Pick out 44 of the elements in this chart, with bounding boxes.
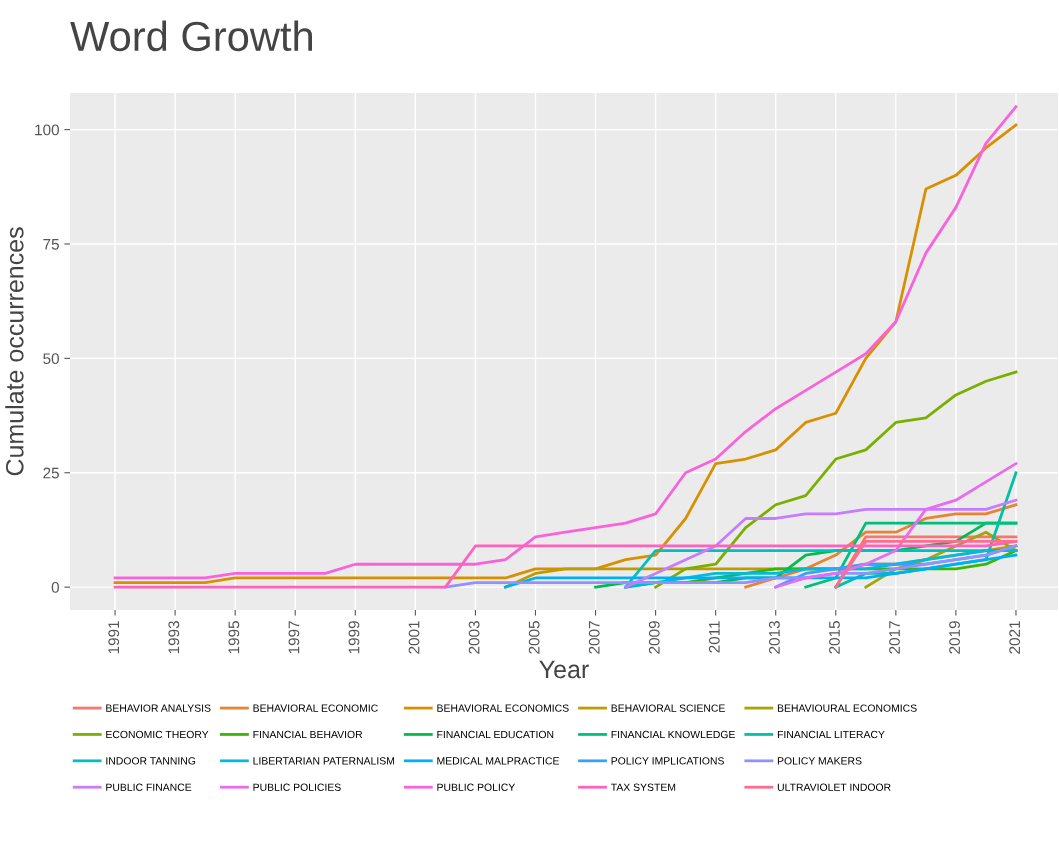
legend-label: BEHAVIOURAL ECONOMICS xyxy=(777,704,917,712)
legend-label: TAX SYSTEM xyxy=(610,783,676,791)
x-tick-label: 2007 xyxy=(588,621,600,654)
legend-label: ECONOMIC THEORY xyxy=(106,730,209,739)
x-axis-title: Year xyxy=(539,660,589,679)
x-tick-label: 2017 xyxy=(889,621,900,654)
legend-label: BEHAVIORAL ECONOMICS xyxy=(437,704,569,712)
x-tick-label: 1999 xyxy=(348,621,360,654)
y-tick-label: 100 xyxy=(35,124,59,136)
x-tick-label: 2003 xyxy=(468,621,480,654)
x-tick-label: 2021 xyxy=(1009,621,1021,654)
legend-label: PUBLIC POLICY xyxy=(437,783,516,791)
legend-label: FINANCIAL BEHAVIOR xyxy=(253,730,363,739)
legend-label: INDOOR TANNING xyxy=(106,757,196,765)
y-tick-label: 25 xyxy=(43,467,59,479)
legend-label: FINANCIAL EDUCATION xyxy=(437,730,554,739)
x-tick-label: 2009 xyxy=(648,621,660,654)
y-tick-label: 75 xyxy=(43,239,59,250)
x-tick-label: 2011 xyxy=(708,621,720,653)
x-tick-label: 1993 xyxy=(168,621,180,654)
x-tick-label: 2019 xyxy=(949,621,960,654)
legend-label: POLICY MAKERS xyxy=(777,757,862,765)
x-tick-label: 2005 xyxy=(528,621,540,654)
x-tick-label: 1995 xyxy=(228,621,240,654)
y-tick-label: 0 xyxy=(51,581,59,593)
x-tick-label: 2001 xyxy=(408,621,420,654)
legend-label: BEHAVIOR ANALYSIS xyxy=(106,704,211,712)
x-tick-label: 1991 xyxy=(108,621,120,654)
legend-label: PUBLIC FINANCE xyxy=(106,783,192,791)
legend-label: POLICY IMPLICATIONS xyxy=(611,757,724,765)
legend-label: LIBERTARIAN PATERNALISM xyxy=(253,757,395,765)
x-tick-label: 2013 xyxy=(769,621,780,654)
legend-label: BEHAVIORAL SCIENCE xyxy=(611,704,725,712)
x-tick-label: 2015 xyxy=(829,621,840,654)
legend-label: MEDICAL MALPRACTICE xyxy=(437,757,559,765)
legend-label: FINANCIAL LITERACY xyxy=(777,730,885,739)
legend-label: PUBLIC POLICIES xyxy=(253,783,341,791)
legend-label: FINANCIAL KNOWLEDGE xyxy=(611,730,735,739)
chart-title: Word Growth xyxy=(70,20,312,52)
legend-label: BEHAVIORAL ECONOMIC xyxy=(253,704,378,712)
y-axis-title: Cumulate occurrences xyxy=(5,227,24,476)
x-tick-label: 1997 xyxy=(288,621,300,654)
y-tick-label: 50 xyxy=(43,353,59,365)
legend-label: ULTRAVIOLET INDOOR xyxy=(777,783,891,791)
